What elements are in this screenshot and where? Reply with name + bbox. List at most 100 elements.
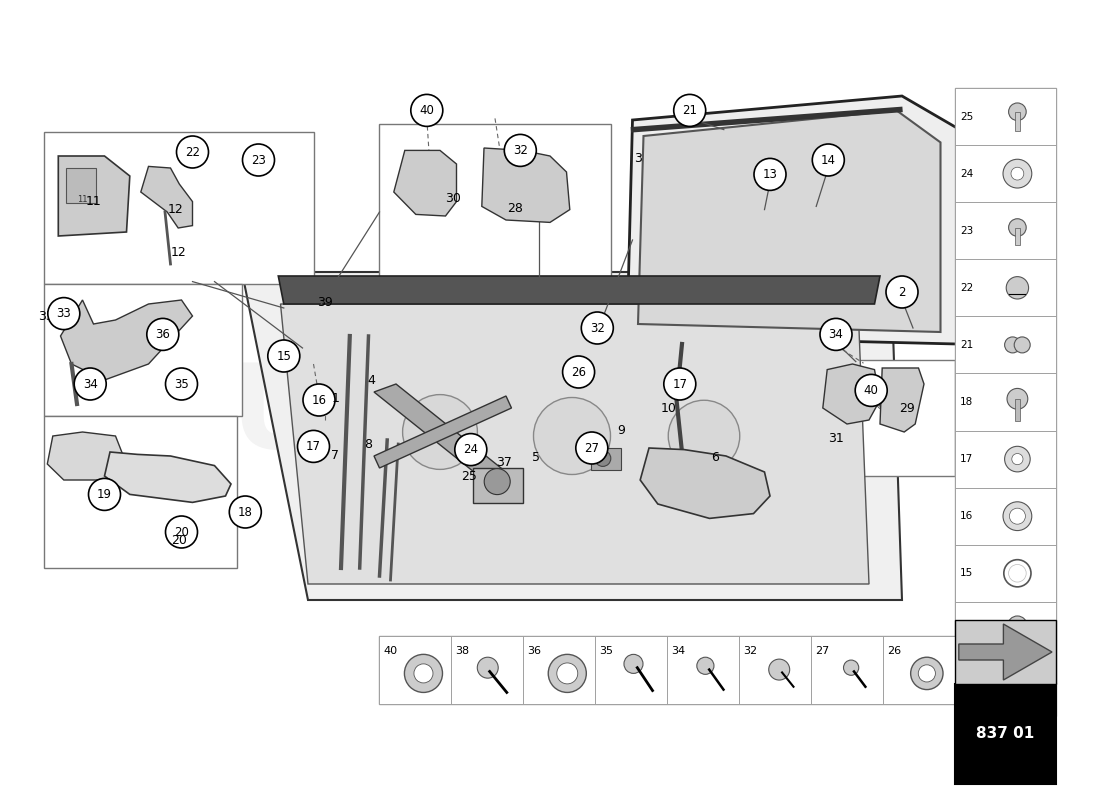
Bar	[955, 602, 1056, 659]
Circle shape	[844, 660, 859, 675]
Circle shape	[477, 658, 498, 678]
Circle shape	[1009, 565, 1026, 582]
Circle shape	[165, 516, 198, 548]
Circle shape	[74, 368, 107, 400]
Text: 36: 36	[527, 646, 541, 656]
Circle shape	[176, 136, 209, 168]
Bar	[44, 284, 242, 416]
Circle shape	[1008, 616, 1027, 635]
Text: 11: 11	[77, 195, 88, 205]
Circle shape	[1003, 502, 1032, 530]
Circle shape	[1012, 454, 1023, 465]
Circle shape	[696, 658, 714, 674]
Text: 11: 11	[86, 195, 101, 208]
Bar	[66, 168, 96, 203]
Text: 36: 36	[155, 328, 170, 341]
Bar	[379, 636, 451, 704]
Circle shape	[484, 469, 510, 494]
Circle shape	[165, 368, 198, 400]
Bar	[524, 636, 595, 704]
Bar	[883, 636, 955, 704]
Text: 25: 25	[461, 470, 476, 482]
Text: 13: 13	[762, 168, 778, 181]
Polygon shape	[880, 368, 924, 432]
Circle shape	[302, 384, 336, 416]
Circle shape	[47, 298, 80, 330]
Bar	[379, 636, 955, 704]
Bar	[667, 636, 739, 704]
Text: 34: 34	[828, 328, 844, 341]
Text: 24: 24	[463, 443, 478, 456]
Text: 6: 6	[711, 451, 719, 464]
Text: 19: 19	[97, 488, 112, 501]
Text: 12: 12	[168, 203, 184, 216]
Circle shape	[88, 478, 121, 510]
Text: 2: 2	[899, 286, 905, 298]
Text: 27: 27	[815, 646, 829, 656]
Text: 4: 4	[367, 374, 376, 386]
Bar	[595, 636, 667, 704]
Circle shape	[918, 665, 935, 682]
Text: 40: 40	[864, 384, 879, 397]
Circle shape	[754, 158, 786, 190]
Polygon shape	[60, 300, 192, 380]
Polygon shape	[638, 110, 940, 332]
Circle shape	[820, 318, 852, 350]
Text: 21: 21	[682, 104, 697, 117]
Text: 32: 32	[744, 646, 757, 656]
Bar	[955, 620, 1056, 684]
Text: 1: 1	[331, 392, 340, 405]
Text: 8: 8	[364, 438, 373, 450]
Polygon shape	[959, 624, 1052, 680]
Text: 15: 15	[276, 350, 292, 362]
Polygon shape	[278, 276, 880, 304]
Circle shape	[1004, 446, 1031, 472]
Circle shape	[242, 144, 275, 176]
Text: 33: 33	[39, 310, 54, 322]
Text: 32: 32	[513, 144, 528, 157]
Text: 16: 16	[311, 394, 327, 406]
Bar	[811, 636, 883, 704]
Polygon shape	[104, 452, 231, 502]
Bar	[955, 430, 1056, 488]
Bar	[955, 88, 1056, 716]
Bar	[451, 636, 524, 704]
Bar	[1015, 112, 1020, 131]
Text: 37: 37	[496, 456, 512, 469]
Text: 32: 32	[590, 322, 605, 334]
Circle shape	[663, 368, 696, 400]
Circle shape	[1009, 103, 1026, 121]
Text: 23: 23	[251, 154, 266, 166]
Text: 29: 29	[900, 402, 915, 414]
Circle shape	[581, 312, 614, 344]
Circle shape	[1010, 508, 1025, 524]
Text: 20: 20	[174, 526, 189, 538]
Circle shape	[1011, 167, 1024, 180]
Text: 34: 34	[82, 378, 98, 390]
Circle shape	[812, 144, 845, 176]
Circle shape	[1004, 560, 1031, 587]
Circle shape	[1006, 389, 1027, 409]
Circle shape	[534, 398, 611, 474]
Circle shape	[146, 318, 179, 350]
Text: 31: 31	[828, 432, 844, 445]
Circle shape	[595, 450, 610, 466]
Circle shape	[575, 432, 608, 464]
Text: 9: 9	[617, 424, 626, 437]
Text: 21: 21	[960, 340, 974, 350]
Polygon shape	[823, 364, 880, 424]
Polygon shape	[394, 150, 456, 216]
Circle shape	[405, 654, 442, 693]
Circle shape	[414, 664, 433, 683]
Polygon shape	[374, 384, 506, 480]
Bar	[1015, 227, 1020, 245]
Text: 837 01: 837 01	[977, 726, 1034, 742]
Circle shape	[1014, 337, 1031, 353]
Text: 39: 39	[317, 296, 332, 309]
Circle shape	[673, 94, 706, 126]
Circle shape	[297, 430, 330, 462]
Bar	[955, 259, 1056, 316]
Text: 15: 15	[960, 568, 974, 578]
Bar	[803, 360, 955, 476]
Text: 24: 24	[960, 169, 974, 178]
